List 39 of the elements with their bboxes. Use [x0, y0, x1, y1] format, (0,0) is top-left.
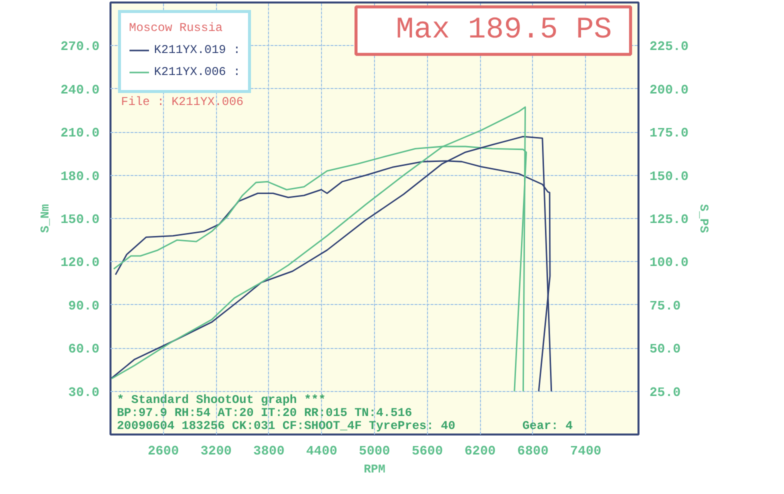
y2-tick-label: 50.0 [650, 342, 681, 357]
annotation: * Standard ShootOut graph *** [116, 392, 326, 407]
y2-tick-label: 25.0 [650, 384, 681, 400]
y-tick-label: 90.0 [68, 298, 100, 314]
y-tick-label: 150.0 [60, 212, 100, 227]
y2-tick-label: 175.0 [650, 126, 689, 141]
x-tick-label: 6200 [464, 444, 496, 458]
y-tick-label: 270.0 [60, 39, 100, 54]
y-tick-label: 180.0 [60, 168, 100, 184]
annotation: File : K211YX.006 [121, 94, 244, 109]
y-tick-label: 120.0 [60, 255, 100, 270]
legend-title: Moscow Russia [129, 21, 224, 35]
annotation: Gear: 4 [522, 418, 573, 433]
y2-tick-label: 125.0 [650, 212, 689, 227]
chart-title: Max 189.5 PS [396, 14, 612, 48]
legend-label: K211YX.019 : [154, 43, 240, 57]
x-tick-label: 3200 [200, 444, 232, 458]
x-tick-label: 4400 [306, 444, 338, 458]
y-axis-title: S_Nm [38, 204, 52, 233]
y-tick-label: 240.0 [60, 82, 100, 98]
y-tick-label: 30.0 [68, 384, 100, 400]
x-axis-title: RPM [364, 462, 386, 476]
annotation: BP:97.9 RH:54 AT:20 IT:20 RR:015 TN:4.516 [116, 406, 412, 420]
y-tick-label: 60.0 [68, 342, 100, 357]
x-tick-label: 3800 [253, 444, 285, 458]
y-tick-label: 210.0 [60, 126, 100, 141]
annotation: 20090604 183256 CK:031 CF:SHOOT_4F TyrePres: 40 [116, 418, 456, 433]
x-tick-label: 6800 [517, 444, 549, 458]
legend-label: K211YX.006 : [154, 65, 240, 79]
y2-tick-label: 200.0 [650, 82, 689, 98]
x-tick-label: 7400 [570, 444, 602, 458]
y2-tick-label: 100.0 [650, 255, 689, 270]
y2-tick-label: 225.0 [650, 39, 689, 54]
x-tick-label: 5600 [412, 444, 444, 458]
y2-tick-label: 150.0 [650, 168, 689, 184]
x-tick-label: 2600 [148, 444, 180, 458]
y2-axis-title: S_PS [696, 204, 711, 233]
y2-tick-label: 75.0 [650, 298, 681, 314]
x-tick-label: 5000 [358, 444, 390, 458]
